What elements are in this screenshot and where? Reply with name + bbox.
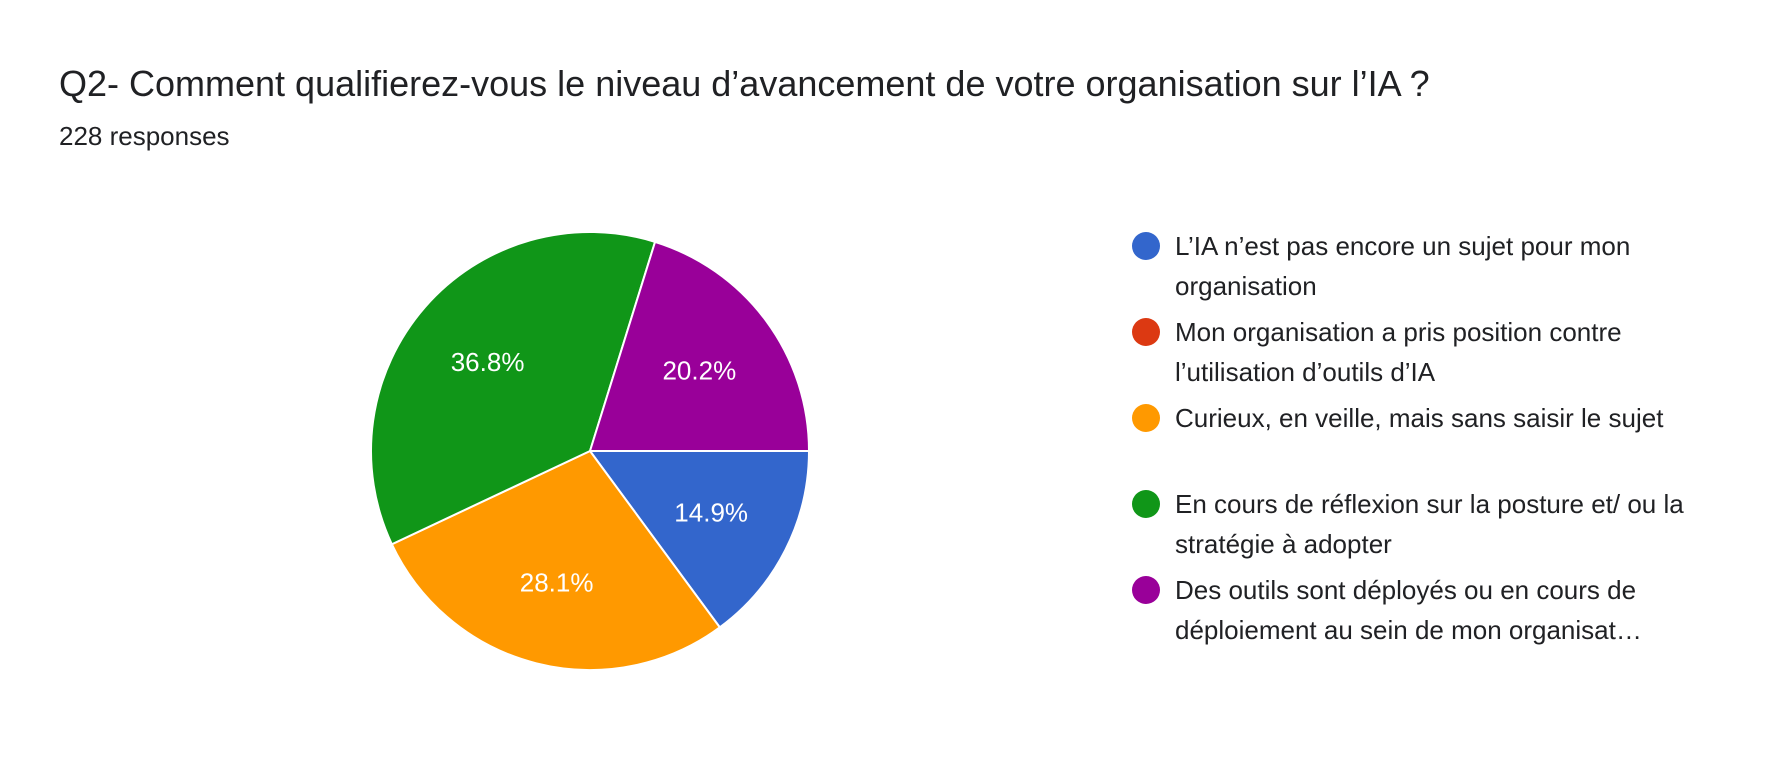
chart-legend: L’IA n’est pas encore un sujet pour mon …	[1130, 226, 1730, 656]
pie-slice-1	[588, 450, 811, 629]
legend-item-4: En cours de réflexion sur la posture et/…	[1130, 484, 1730, 570]
legend-item-2: Mon organisation a pris position contre …	[1130, 312, 1730, 398]
legend-item-3: Curieux, en veille, mais sans saisir le …	[1130, 398, 1730, 484]
legend-swatch-icon	[1132, 490, 1160, 518]
pie-label-3: 28.1%	[520, 568, 594, 598]
chart-title: Q2- Comment qualifierez-vous le niveau d…	[59, 63, 1430, 104]
legend-item-1: L’IA n’est pas encore un sujet pour mon …	[1130, 226, 1730, 312]
pie-label-5: 20.2%	[662, 356, 736, 386]
legend-swatch-icon	[1132, 404, 1160, 432]
legend-label: Des outils sont déployés ou en cours de …	[1175, 575, 1642, 645]
legend-item-5: Des outils sont déployés ou en cours de …	[1130, 570, 1730, 656]
pie-slice-5	[588, 240, 811, 452]
legend-swatch-icon	[1132, 232, 1160, 260]
pie-label-1: 14.9%	[674, 497, 748, 527]
response-count: 228 responses	[59, 121, 230, 151]
legend-label: L’IA n’est pas encore un sujet pour mon …	[1175, 231, 1631, 301]
legend-label: Mon organisation a pris position contre …	[1175, 317, 1622, 387]
legend-swatch-icon	[1132, 318, 1160, 346]
pie-slice-4	[370, 231, 657, 546]
legend-swatch-icon	[1132, 576, 1160, 604]
legend-label: Curieux, en veille, mais sans saisir le …	[1175, 403, 1664, 433]
pie-label-4: 36.8%	[451, 347, 525, 377]
legend-label: En cours de réflexion sur la posture et/…	[1175, 489, 1684, 559]
